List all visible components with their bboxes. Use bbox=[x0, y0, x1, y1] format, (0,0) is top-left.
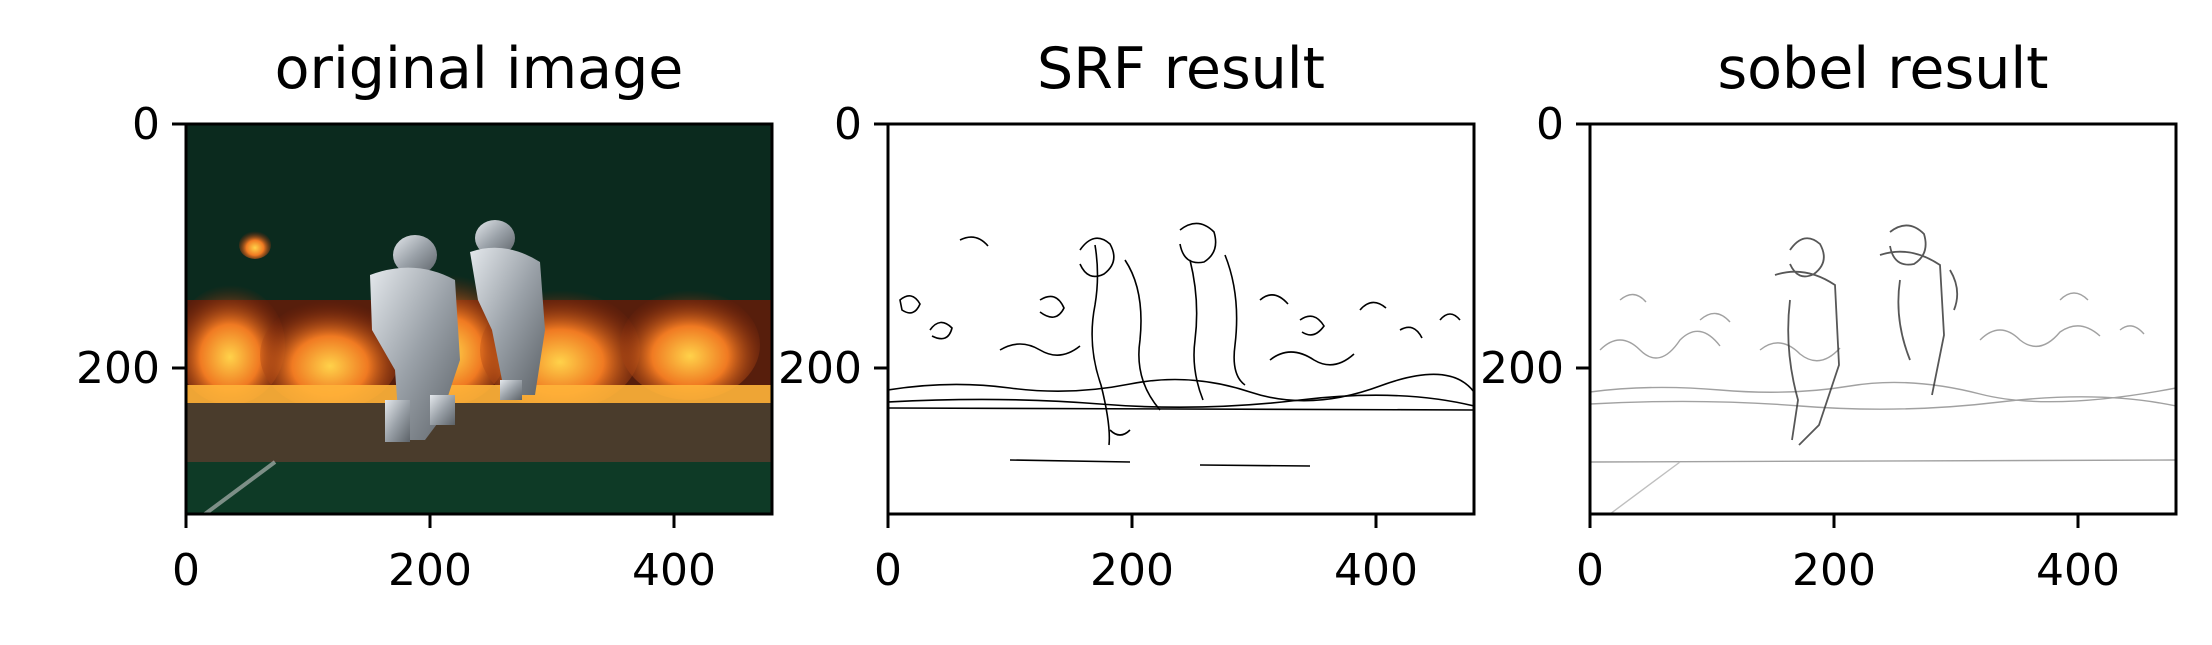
y-tick-label: 0 bbox=[834, 99, 862, 150]
x-tick-label: 200 bbox=[1090, 545, 1174, 596]
axes-frame bbox=[1588, 122, 2178, 516]
grayscale-gradient-map bbox=[1590, 124, 2176, 514]
x-tick-label: 400 bbox=[632, 545, 716, 596]
fire-scene-photo bbox=[186, 124, 772, 514]
x-tick-label: 0 bbox=[874, 545, 902, 596]
binary-edge-map bbox=[888, 124, 1474, 514]
x-tick-label: 0 bbox=[172, 545, 200, 596]
y-tick-label: 200 bbox=[1480, 343, 1564, 394]
panel-title: sobel result bbox=[1717, 36, 2048, 102]
axes-frame bbox=[886, 122, 1476, 516]
axes-frame bbox=[184, 122, 774, 516]
panel-sobel-result: sobel result bbox=[1480, 36, 2178, 596]
x-tick-label: 200 bbox=[388, 545, 472, 596]
y-tick-label: 0 bbox=[1536, 99, 1564, 150]
x-tick-label: 200 bbox=[1792, 545, 1876, 596]
x-tick-label: 400 bbox=[1334, 545, 1418, 596]
x-tick-label: 400 bbox=[2036, 545, 2120, 596]
panel-srf-result: SRF result bbox=[778, 36, 1476, 596]
panel-title: original image bbox=[275, 36, 684, 102]
panel-title: SRF result bbox=[1037, 36, 1325, 102]
y-tick-label: 200 bbox=[778, 343, 862, 394]
y-tick-label: 0 bbox=[132, 99, 160, 150]
x-tick-label: 0 bbox=[1576, 545, 1604, 596]
y-tick-label: 200 bbox=[76, 343, 160, 394]
panel-original-image: original image bbox=[76, 36, 774, 596]
